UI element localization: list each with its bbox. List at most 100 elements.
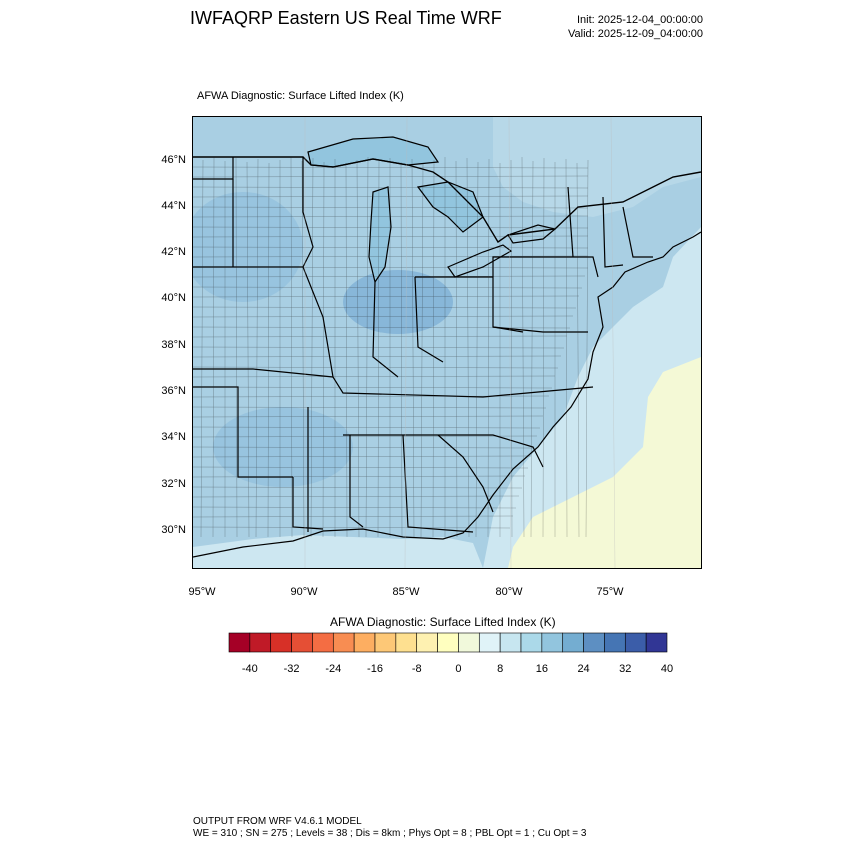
lon-label-95w: 95°W: [188, 586, 216, 598]
county-line: [193, 175, 589, 178]
colorbar-swatch: [520, 632, 543, 653]
lake-michigan: [368, 186, 392, 284]
county-line: [193, 255, 589, 258]
colorbar-swatch: [624, 632, 647, 653]
county-line: [255, 158, 259, 538]
colorbar-tick-label: -32: [283, 663, 300, 675]
lat-label-32n: 32°N: [161, 478, 186, 490]
county-line: [542, 157, 545, 538]
coastline: [193, 231, 701, 558]
county-line: [193, 195, 589, 198]
colorbar-swatch: [270, 632, 292, 653]
county-line: [193, 486, 523, 489]
canada-region: [493, 117, 701, 217]
county-line: [345, 162, 348, 538]
county-line: [193, 435, 538, 438]
county-line: [377, 160, 380, 538]
lat-label-44n: 44°N: [161, 200, 186, 212]
county-line: [193, 395, 550, 398]
colorbar-tick-label: 32: [619, 663, 632, 675]
colorbar-tick-label: 8: [497, 663, 504, 675]
lat-label-36n: 36°N: [161, 385, 186, 397]
county-line: [193, 326, 571, 329]
county-line: [193, 226, 589, 229]
lon-label-90w: 90°W: [290, 586, 318, 598]
colorbar-swatch: [249, 632, 272, 653]
county-line: [510, 159, 513, 538]
county-line: [193, 475, 526, 478]
county-line: [193, 215, 589, 218]
county-line: [521, 156, 525, 538]
county-line: [193, 266, 589, 269]
colorbar-swatch: [312, 632, 334, 653]
colorbar-swatch: [562, 632, 584, 653]
county-line: [193, 235, 589, 238]
colorbar-swatch: [353, 632, 376, 653]
county-line: [466, 157, 470, 538]
county-line: [432, 159, 435, 538]
map-subtitle: AFWA Diagnostic: Surface Lifted Index (K…: [197, 90, 404, 102]
county-line: [420, 162, 424, 538]
county-line: [193, 386, 553, 389]
county-line: [290, 156, 293, 538]
county-line: [193, 346, 565, 349]
colorbar-swatch: [416, 632, 438, 653]
colorbar-tick-label: -8: [411, 663, 422, 675]
lon-label-85w: 85°W: [392, 586, 420, 598]
footer-line-1: OUTPUT FROM WRF V4.6.1 MODEL: [193, 816, 362, 827]
lat-label-40n: 40°N: [161, 292, 186, 304]
county-line: [475, 161, 479, 538]
county-line: [193, 166, 589, 169]
county-line: [400, 161, 403, 538]
colorbar-tick-label: 24: [577, 663, 590, 675]
lake-ontario: [507, 224, 557, 244]
colorbar-swatch: [478, 632, 501, 653]
lon-label-75w: 75°W: [596, 586, 624, 598]
lon-label-80w: 80°W: [495, 586, 523, 598]
lat-label-30n: 30°N: [161, 524, 186, 536]
time-info: Init: 2025-12-04_00:00:00 Valid: 2025-12…: [540, 13, 703, 41]
county-line: [193, 406, 547, 409]
colorbar: [228, 632, 668, 653]
lat-label-34n: 34°N: [161, 431, 186, 443]
colorbar-swatch: [395, 632, 418, 653]
colorbar-swatch: [583, 632, 605, 653]
county-line: [365, 156, 369, 538]
colorbar-tick-label: 40: [660, 663, 674, 675]
lat-label-42n: 42°N: [161, 246, 186, 258]
map-panel: [192, 116, 702, 569]
lifted-index-map: [193, 117, 701, 568]
model-footer: OUTPUT FROM WRF V4.6.1 MODEL WE = 310 ; …: [193, 816, 586, 840]
gulf-of-mexico: [193, 535, 483, 568]
warm-ocean-region: [508, 357, 701, 568]
plot-title: IWFAQRP Eastern US Real Time WRF: [190, 8, 502, 28]
colorbar-swatch: [332, 632, 355, 653]
county-line: [193, 355, 562, 358]
county-line: [246, 161, 250, 538]
colorbar-tick-label: 0: [455, 663, 462, 675]
county-line: [565, 158, 568, 538]
colorbar-tick-label: -16: [367, 663, 383, 675]
colorbar-tick-label: 16: [535, 663, 548, 675]
county-line: [411, 158, 415, 538]
colorbar-title: AFWA Diagnostic: Surface Lifted Index (K…: [330, 615, 556, 629]
county-line: [193, 366, 559, 369]
county-line: [193, 206, 589, 209]
valid-time: Valid: 2025-12-09_04:00:00: [568, 28, 703, 40]
colorbar-swatch: [374, 632, 397, 653]
footer-line-2: WE = 310 ; SN = 275 ; Levels = 38 ; Dis …: [193, 828, 587, 839]
county-line: [193, 186, 589, 189]
lat-label-38n: 38°N: [161, 339, 186, 351]
colorbar-swatch: [458, 632, 480, 653]
us-canada-border: [193, 156, 701, 244]
county-line: [193, 306, 577, 309]
colorbar-tick-label: -24: [325, 663, 342, 675]
county-line: [193, 295, 580, 298]
county-line: [235, 157, 238, 538]
county-line: [193, 246, 589, 249]
county-line: [193, 526, 511, 529]
colorbar-swatch: [645, 632, 668, 653]
county-line: [267, 162, 270, 538]
county-line: [301, 160, 305, 538]
county-line: [193, 455, 532, 458]
